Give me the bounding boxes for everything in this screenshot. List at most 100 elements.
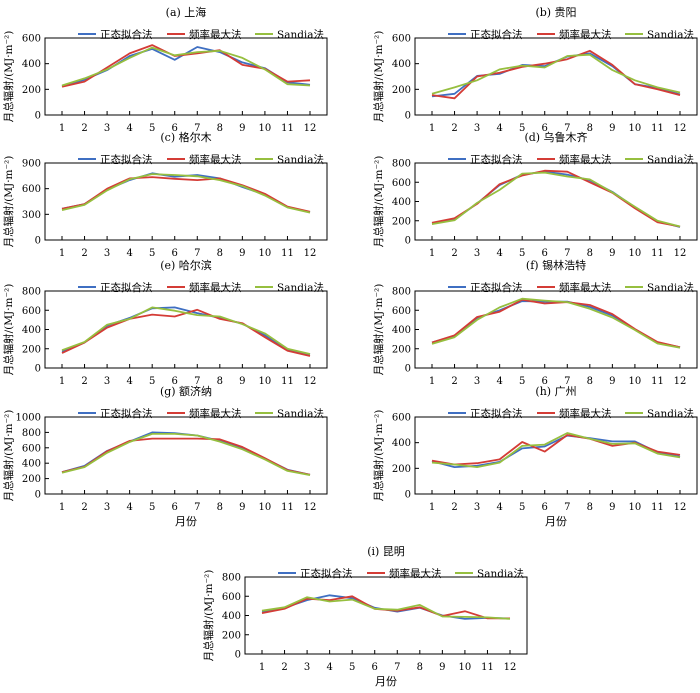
- x-tick-label: 7: [194, 248, 200, 259]
- x-tick-label: 11: [281, 248, 294, 259]
- y-tick-label: 800: [22, 287, 41, 298]
- x-tick-label: 9: [239, 123, 245, 134]
- x-tick-label: 11: [481, 662, 494, 673]
- x-tick-label: 9: [239, 502, 245, 513]
- series-line-3: [61, 432, 311, 476]
- legend-label-3: Sandia法: [647, 153, 694, 166]
- y-tick-label: 400: [22, 459, 41, 470]
- x-tick-label: 1: [429, 123, 435, 134]
- x-tick-label: 6: [542, 502, 548, 513]
- x-tick-label: 2: [451, 376, 457, 387]
- x-tick-label: 7: [194, 502, 200, 513]
- x-tick-label: 6: [172, 248, 178, 259]
- x-tick-label: 4: [126, 248, 132, 259]
- x-tick-label: 10: [629, 502, 642, 513]
- x-tick-label: 2: [81, 123, 87, 134]
- y-tick-label: 200: [392, 464, 411, 475]
- y-tick-label: 0: [235, 650, 241, 661]
- legend-label-2: 频率最大法: [189, 407, 242, 420]
- legend-label-3: Sandia法: [277, 153, 324, 166]
- x-tick-label: 11: [651, 123, 664, 134]
- chart-title: (d) 乌鲁木齐: [524, 130, 587, 144]
- y-tick-label: 600: [392, 34, 411, 45]
- y-tick-label: 0: [35, 111, 41, 122]
- x-tick-label: 11: [651, 248, 664, 259]
- x-tick-label: 9: [439, 662, 445, 673]
- series-line-3: [431, 53, 681, 95]
- x-tick-label: 8: [217, 502, 223, 513]
- legend-label-2: 频率最大法: [189, 153, 242, 166]
- y-tick-label: 600: [22, 184, 41, 195]
- series-line-2: [61, 176, 311, 213]
- x-tick-label: 2: [451, 248, 457, 259]
- y-axis-label: 月总辐射/(MJ·m⁻²): [372, 156, 385, 248]
- y-tick-label: 200: [392, 216, 411, 227]
- x-tick-label: 5: [149, 376, 155, 387]
- y-tick-label: 0: [405, 364, 411, 375]
- x-tick-label: 5: [149, 248, 155, 259]
- x-tick-label: 1: [59, 376, 65, 387]
- series-line-3: [61, 46, 311, 87]
- x-tick-label: 10: [259, 376, 272, 387]
- x-tick-label: 11: [651, 502, 664, 513]
- legend-label-1: 正态拟合法: [300, 567, 353, 580]
- y-tick-label: 400: [392, 59, 411, 70]
- series-line-2: [61, 308, 311, 357]
- x-tick-label: 3: [104, 248, 110, 259]
- y-tick-label: 0: [405, 111, 411, 122]
- y-tick-label: 0: [35, 364, 41, 375]
- plot-frame: [44, 37, 328, 116]
- y-tick-label: 300: [22, 210, 41, 221]
- x-tick-label: 9: [609, 123, 615, 134]
- x-tick-label: 2: [451, 502, 457, 513]
- chart-title: (g) 额济纳: [160, 384, 212, 398]
- x-tick-label: 3: [104, 502, 110, 513]
- x-tick-label: 3: [474, 123, 480, 134]
- x-tick-label: 12: [674, 123, 687, 134]
- y-tick-label: 600: [392, 306, 411, 317]
- legend-label-2: 频率最大法: [559, 153, 612, 166]
- x-tick-label: 9: [609, 376, 615, 387]
- x-tick-label: 7: [394, 662, 400, 673]
- x-tick-label: 1: [429, 248, 435, 259]
- y-tick-label: 400: [22, 59, 41, 70]
- x-tick-label: 8: [587, 502, 593, 513]
- x-axis-label: 月份: [545, 515, 567, 528]
- y-tick-label: 200: [22, 474, 41, 485]
- x-tick-label: 10: [629, 248, 642, 259]
- x-tick-label: 8: [587, 248, 593, 259]
- x-tick-label: 9: [239, 248, 245, 259]
- x-tick-label: 7: [564, 376, 570, 387]
- plot-frame: [244, 576, 528, 655]
- x-tick-label: 7: [564, 502, 570, 513]
- y-tick-label: 200: [392, 85, 411, 96]
- x-tick-label: 6: [172, 376, 178, 387]
- y-tick-label: 0: [35, 490, 41, 501]
- x-tick-label: 6: [542, 248, 548, 259]
- legend-label-3: Sandia法: [647, 28, 694, 41]
- plot-frame: [44, 162, 328, 241]
- x-tick-label: 8: [217, 123, 223, 134]
- legend-label-3: Sandia法: [647, 407, 694, 420]
- x-tick-label: 3: [104, 123, 110, 134]
- x-tick-label: 6: [372, 662, 378, 673]
- series-line-2: [431, 49, 681, 100]
- legend-label-1: 正态拟合法: [470, 153, 523, 166]
- series-line-1: [261, 594, 511, 620]
- series-line-2: [261, 595, 510, 620]
- x-tick-label: 8: [417, 662, 423, 673]
- x-tick-label: 5: [149, 123, 155, 134]
- series-line-2: [61, 44, 311, 88]
- x-tick-label: 4: [496, 248, 502, 259]
- chart-title: (i) 昆明: [367, 545, 405, 558]
- x-tick-label: 2: [81, 502, 87, 513]
- legend-label-1: 正态拟合法: [470, 281, 523, 294]
- x-tick-label: 8: [217, 248, 223, 259]
- x-tick-label: 10: [259, 502, 272, 513]
- y-tick-label: 800: [222, 573, 241, 584]
- x-tick-label: 3: [474, 502, 480, 513]
- y-tick-label: 800: [22, 428, 41, 439]
